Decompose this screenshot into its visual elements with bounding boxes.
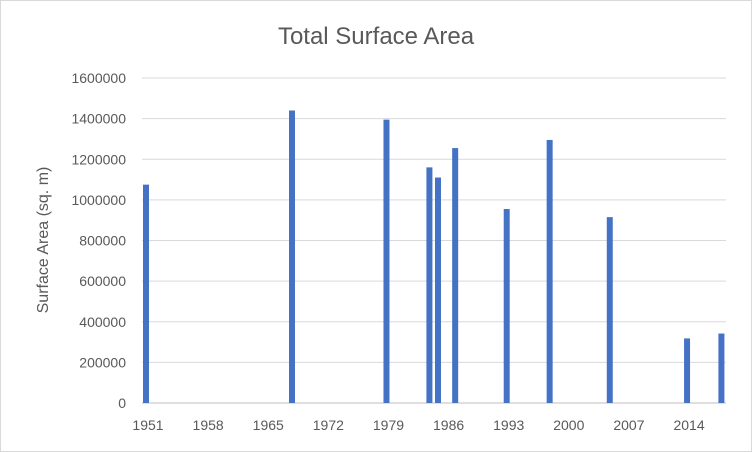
x-tick-label: 2007 — [613, 417, 644, 433]
bar — [546, 139, 553, 403]
x-tick-label: 2000 — [553, 417, 584, 433]
y-tick-label: 0 — [118, 395, 126, 411]
y-tick-label: 200000 — [79, 354, 126, 370]
x-tick-label: 1979 — [373, 417, 404, 433]
x-tick-labels: 1951 1958 1965 1972 1979 1986 1993 2000 2007 2014 — [132, 417, 704, 433]
bar — [426, 167, 433, 403]
x-tick-label: 1986 — [433, 417, 464, 433]
bars — [143, 110, 725, 403]
bar — [503, 209, 510, 403]
y-tick-label: 1200000 — [71, 151, 126, 167]
y-tick-label: 1000000 — [71, 192, 126, 208]
y-tick-label: 600000 — [79, 273, 126, 289]
bar — [606, 217, 613, 403]
bar — [383, 119, 390, 403]
gridlines — [142, 77, 726, 404]
x-tick-label: 1965 — [253, 417, 284, 433]
x-tick-label: 1972 — [313, 417, 344, 433]
y-tick-label: 800000 — [79, 233, 126, 249]
chart-title: Total Surface Area — [278, 23, 475, 50]
bar — [718, 333, 725, 403]
x-tick-label: 1951 — [132, 417, 163, 433]
bar — [435, 177, 441, 403]
y-tick-label: 1400000 — [71, 111, 126, 127]
x-tick-label: 1993 — [493, 417, 524, 433]
bar — [143, 184, 149, 403]
bar — [684, 338, 691, 403]
bar — [452, 148, 459, 403]
x-tick-label: 2014 — [673, 417, 704, 433]
y-tick-labels: 0 200000 400000 600000 800000 1000000 1200000 1… — [71, 70, 126, 411]
y-tick-label: 1600000 — [71, 70, 126, 86]
y-axis-label: Surface Area (sq. m) — [35, 167, 52, 314]
y-tick-label: 400000 — [79, 314, 126, 330]
bar — [289, 110, 295, 403]
x-tick-label: 1958 — [193, 417, 224, 433]
